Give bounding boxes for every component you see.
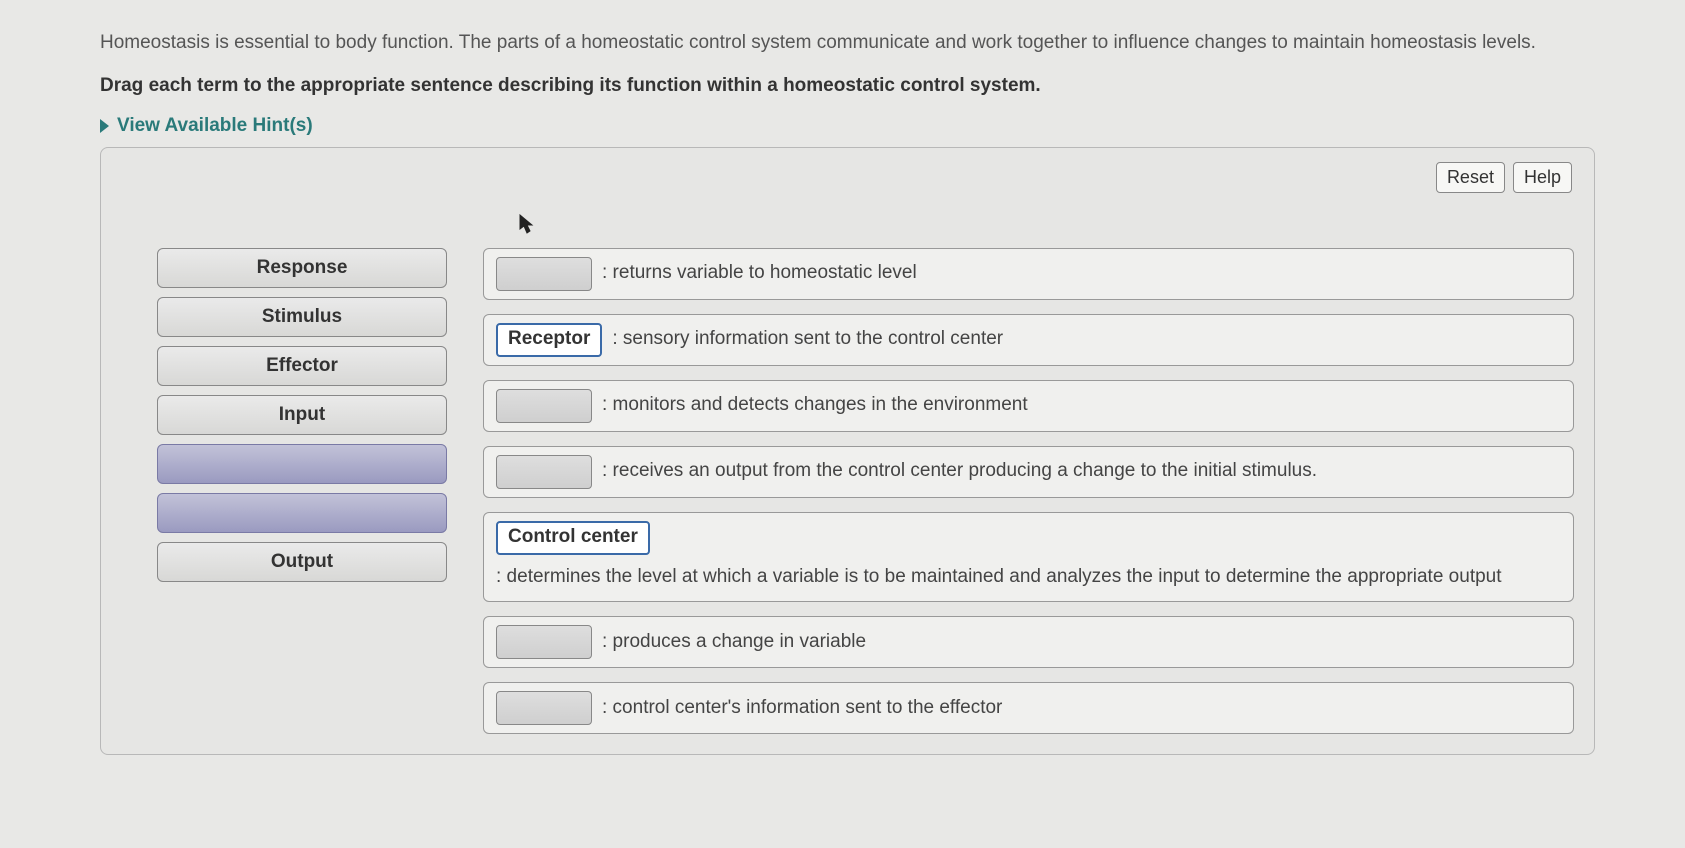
targets-column: : returns variable to homeostatic level … — [483, 248, 1574, 734]
target-desc-7: : control center's information sent to t… — [602, 692, 1002, 724]
target-desc-2: : sensory information sent to the contro… — [612, 323, 1003, 355]
target-row-2[interactable]: Receptor : sensory information sent to t… — [483, 314, 1574, 366]
hints-label: View Available Hint(s) — [117, 115, 313, 137]
target-desc-6: : produces a change in variable — [602, 626, 866, 658]
term-chip-response[interactable]: Response — [157, 248, 447, 288]
term-chip-empty-1[interactable] — [157, 444, 447, 484]
target-row-3[interactable]: : monitors and detects changes in the en… — [483, 380, 1574, 432]
drop-slot-5[interactable]: Control center — [496, 521, 650, 555]
drop-slot-6[interactable] — [496, 625, 592, 659]
help-button[interactable]: Help — [1513, 162, 1572, 193]
target-row-5[interactable]: Control center : determines the level at… — [483, 512, 1574, 602]
drop-slot-2[interactable]: Receptor — [496, 323, 602, 357]
target-desc-5: : determines the level at which a variab… — [496, 561, 1502, 593]
terms-column: Response Stimulus Effector Input Output — [157, 248, 447, 582]
view-hints-toggle[interactable]: View Available Hint(s) — [100, 115, 313, 137]
target-desc-4: : receives an output from the control ce… — [602, 455, 1317, 487]
term-chip-output[interactable]: Output — [157, 542, 447, 582]
target-row-6[interactable]: : produces a change in variable — [483, 616, 1574, 668]
target-desc-1: : returns variable to homeostatic level — [602, 257, 917, 289]
term-chip-input[interactable]: Input — [157, 395, 447, 435]
drop-slot-7[interactable] — [496, 691, 592, 725]
work-area: Reset Help Response Stimulus Effector In… — [100, 147, 1595, 755]
chevron-right-icon — [100, 119, 109, 133]
drop-slot-3[interactable] — [496, 389, 592, 423]
drop-slot-1[interactable] — [496, 257, 592, 291]
term-chip-effector[interactable]: Effector — [157, 346, 447, 386]
target-row-1[interactable]: : returns variable to homeostatic level — [483, 248, 1574, 300]
instruction-text: Drag each term to the appropriate senten… — [100, 75, 1595, 97]
content-row: Response Stimulus Effector Input Output … — [121, 248, 1574, 734]
target-row-7[interactable]: : control center's information sent to t… — [483, 682, 1574, 734]
target-row-4[interactable]: : receives an output from the control ce… — [483, 446, 1574, 498]
term-chip-empty-2[interactable] — [157, 493, 447, 533]
top-buttons: Reset Help — [1436, 162, 1572, 193]
reset-button[interactable]: Reset — [1436, 162, 1505, 193]
intro-text: Homeostasis is essential to body functio… — [100, 30, 1595, 57]
target-desc-3: : monitors and detects changes in the en… — [602, 389, 1028, 421]
term-chip-stimulus[interactable]: Stimulus — [157, 297, 447, 337]
drop-slot-4[interactable] — [496, 455, 592, 489]
